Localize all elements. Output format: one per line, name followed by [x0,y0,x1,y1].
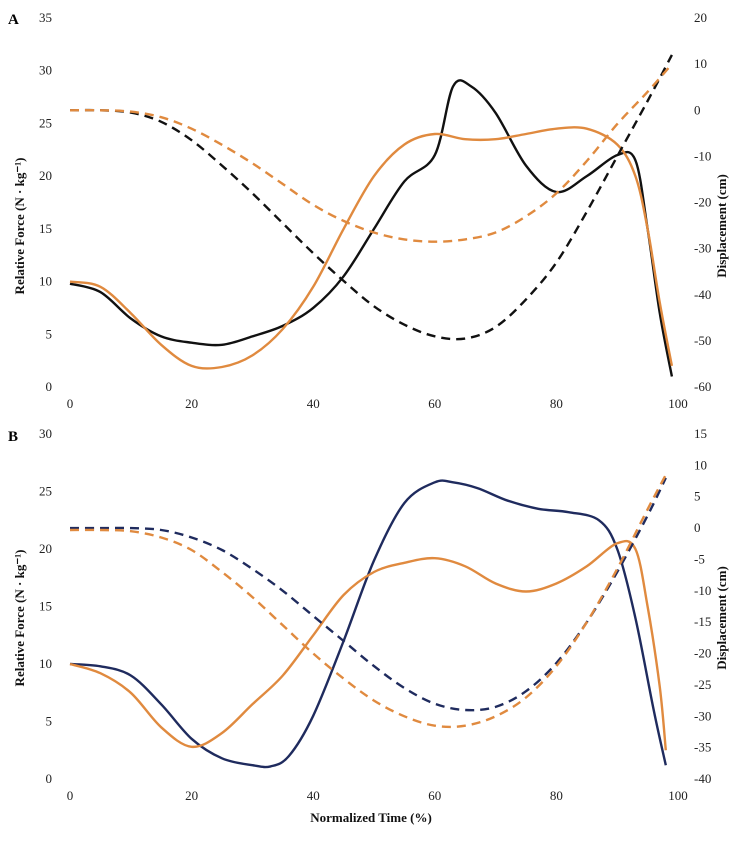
panel-b-label: B [8,429,18,445]
panel-b-right-tick-1: -35 [694,740,711,755]
panel-b-left-tick-3: 15 [39,599,52,614]
panel-a-x-tick-4: 80 [550,396,563,411]
panel-b-x-tick-3: 60 [428,788,441,803]
panel-b-left-tick-2: 10 [39,656,52,671]
panel-b-x-tick-5: 100 [668,788,688,803]
panel-a-left-tick-6: 30 [39,63,52,78]
panel-a-series-2-dashed-black [69,54,673,341]
panel-b-right-tick-7: -5 [694,551,705,566]
panel-a-x-tick-2: 40 [307,396,320,411]
panel-a-x-tick-0: 0 [67,396,74,411]
panel-b-right-tick-2: -30 [694,708,711,723]
panel-b-series-1-solid-orange [69,539,667,751]
panel-a-right-axis-label: Displacement (cm) [714,174,729,278]
panel-b-left-tick-4: 20 [39,541,52,556]
panel-b-right-tick-4: -20 [694,646,711,661]
panel-a-right-tick-5: -10 [694,148,711,163]
panel-b-series-3-dashed-orange [69,474,667,729]
panel-b-right-tick-0: -40 [694,771,711,786]
panel-b-left-tick-0: 0 [46,771,53,786]
panel-a-right-tick-7: 10 [694,56,707,71]
panel-a-left-tick-2: 10 [39,274,52,289]
panel-b-x-tick-2: 40 [307,788,320,803]
panel-a-left-tick-7: 35 [39,10,52,25]
panel-b-left-tick-5: 25 [39,484,52,499]
panel-a-right-tick-6: 0 [694,102,701,117]
panel-a-label: A [8,12,19,28]
panel-a-series-3-dashed-orange [69,63,673,243]
panel-a-x-tick-3: 60 [428,396,441,411]
panel-a-left-axis-label: Relative Force (N · kg⁻¹) [12,158,27,295]
panel-a: A Relative Force (N · kg⁻¹) Displacement… [8,10,729,411]
panel-a-left-tick-4: 20 [39,168,52,183]
panel-a-left-tick-0: 0 [46,379,53,394]
panel-a-series-1-solid-orange [69,126,674,370]
panel-b-left-tick-6: 30 [39,426,52,441]
panel-b-right-tick-6: -10 [694,583,711,598]
panel-b-right-tick-5: -15 [694,614,711,629]
panel-b-right-tick-8: 0 [694,520,701,535]
panel-b-right-tick-10: 10 [694,457,707,472]
panel-a-series-0-solid-black [69,79,674,377]
panel-b-left-tick-1: 5 [46,714,53,729]
panel-b-right-axis-label: Displacement (cm) [714,566,729,670]
panel-b-series-2-dashed-navy [70,477,667,712]
panel-a-right-tick-0: -60 [694,379,711,394]
panel-b-left-axis-label: Relative Force (N · kg⁻¹) [12,550,27,687]
panel-a-right-tick-8: 20 [694,10,707,25]
panel-b-series-0-solid-navy [69,479,667,769]
panel-a-right-tick-3: -30 [694,241,711,256]
panel-b-right-tick-3: -25 [694,677,711,692]
panel-a-left-tick-5: 25 [39,115,52,130]
panel-b-x-tick-1: 20 [185,788,198,803]
panel-a-left-tick-3: 15 [39,221,52,236]
panel-b-x-tick-4: 80 [550,788,563,803]
panel-b-x-tick-0: 0 [67,788,74,803]
panel-b-right-tick-11: 15 [694,426,707,441]
panel-a-right-tick-2: -40 [694,287,711,302]
panel-b-right-tick-9: 5 [694,489,701,504]
panel-a-left-tick-1: 5 [46,326,53,341]
panel-a-right-tick-1: -50 [694,333,711,348]
x-axis-label: Normalized Time (%) [310,810,432,825]
panel-b: B Relative Force (N · kg⁻¹) Displacement… [8,426,729,825]
panel-a-right-tick-4: -20 [694,195,711,210]
panel-a-x-tick-5: 100 [668,396,688,411]
panel-a-x-tick-1: 20 [185,396,198,411]
